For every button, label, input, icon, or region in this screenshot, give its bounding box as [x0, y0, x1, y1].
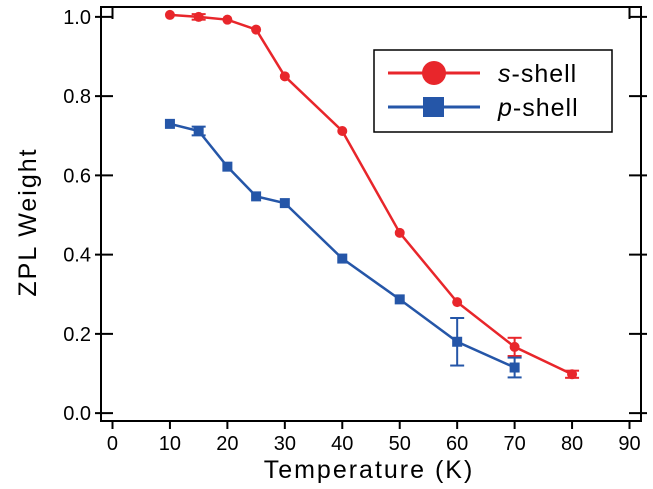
x-tick-label: 90 [618, 433, 640, 455]
legend-box [373, 49, 613, 133]
y-tick-label: 0.8 [63, 86, 91, 108]
y-tick-label: 0.0 [63, 403, 91, 425]
x-tick-label: 70 [503, 433, 525, 455]
x-tick-label: 60 [446, 433, 468, 455]
data-point [394, 227, 405, 238]
legend-label: s-shell [498, 60, 577, 88]
data-point [222, 161, 233, 172]
data-point [251, 191, 262, 202]
data-point [337, 253, 348, 264]
x-tick-label: 30 [274, 433, 296, 455]
x-tick-label: 20 [216, 433, 238, 455]
data-point [567, 369, 578, 380]
data-point [193, 11, 204, 22]
data-point [452, 336, 463, 347]
data-point [251, 24, 262, 35]
legend-swatch-marker [423, 97, 444, 117]
x-tick-label: 10 [159, 433, 181, 455]
axes: 0 10 20 30 40 50 60 70 80 90 0.0 0.2 0.4 0.6 0.8 1.0 [63, 6, 647, 455]
y-tick-label: 0.2 [63, 324, 91, 346]
legend-label: p-shell [497, 94, 579, 122]
data-point [509, 341, 520, 352]
y-axis-title: ZPL Weight [14, 147, 42, 296]
series-line [169, 13, 573, 376]
legend-swatch-marker [422, 61, 446, 85]
data-point [279, 71, 290, 82]
series-1 [164, 9, 580, 380]
series-line [169, 122, 516, 369]
data-point [279, 198, 290, 209]
plot-area [164, 9, 580, 380]
series-2 [164, 118, 522, 379]
plot-frame [100, 6, 642, 422]
y-tick-label: 0.4 [63, 245, 91, 267]
data-point [193, 126, 204, 137]
data-point [509, 362, 520, 373]
data-point [164, 118, 175, 129]
y-tick-label: 1.0 [63, 7, 91, 29]
x-tick-label: 50 [389, 433, 411, 455]
x-tick-label: 80 [561, 433, 583, 455]
data-point [452, 297, 463, 308]
data-point [164, 9, 175, 20]
x-axis-title: Temperature (K) [264, 456, 475, 484]
data-point [337, 126, 348, 137]
x-tick-label: 0 [107, 433, 118, 455]
y-tick-label: 0.6 [63, 165, 91, 187]
data-point [394, 294, 405, 305]
data-point [222, 14, 233, 25]
x-tick-label: 40 [331, 433, 353, 455]
legend: s-shell p-shell [373, 49, 613, 133]
